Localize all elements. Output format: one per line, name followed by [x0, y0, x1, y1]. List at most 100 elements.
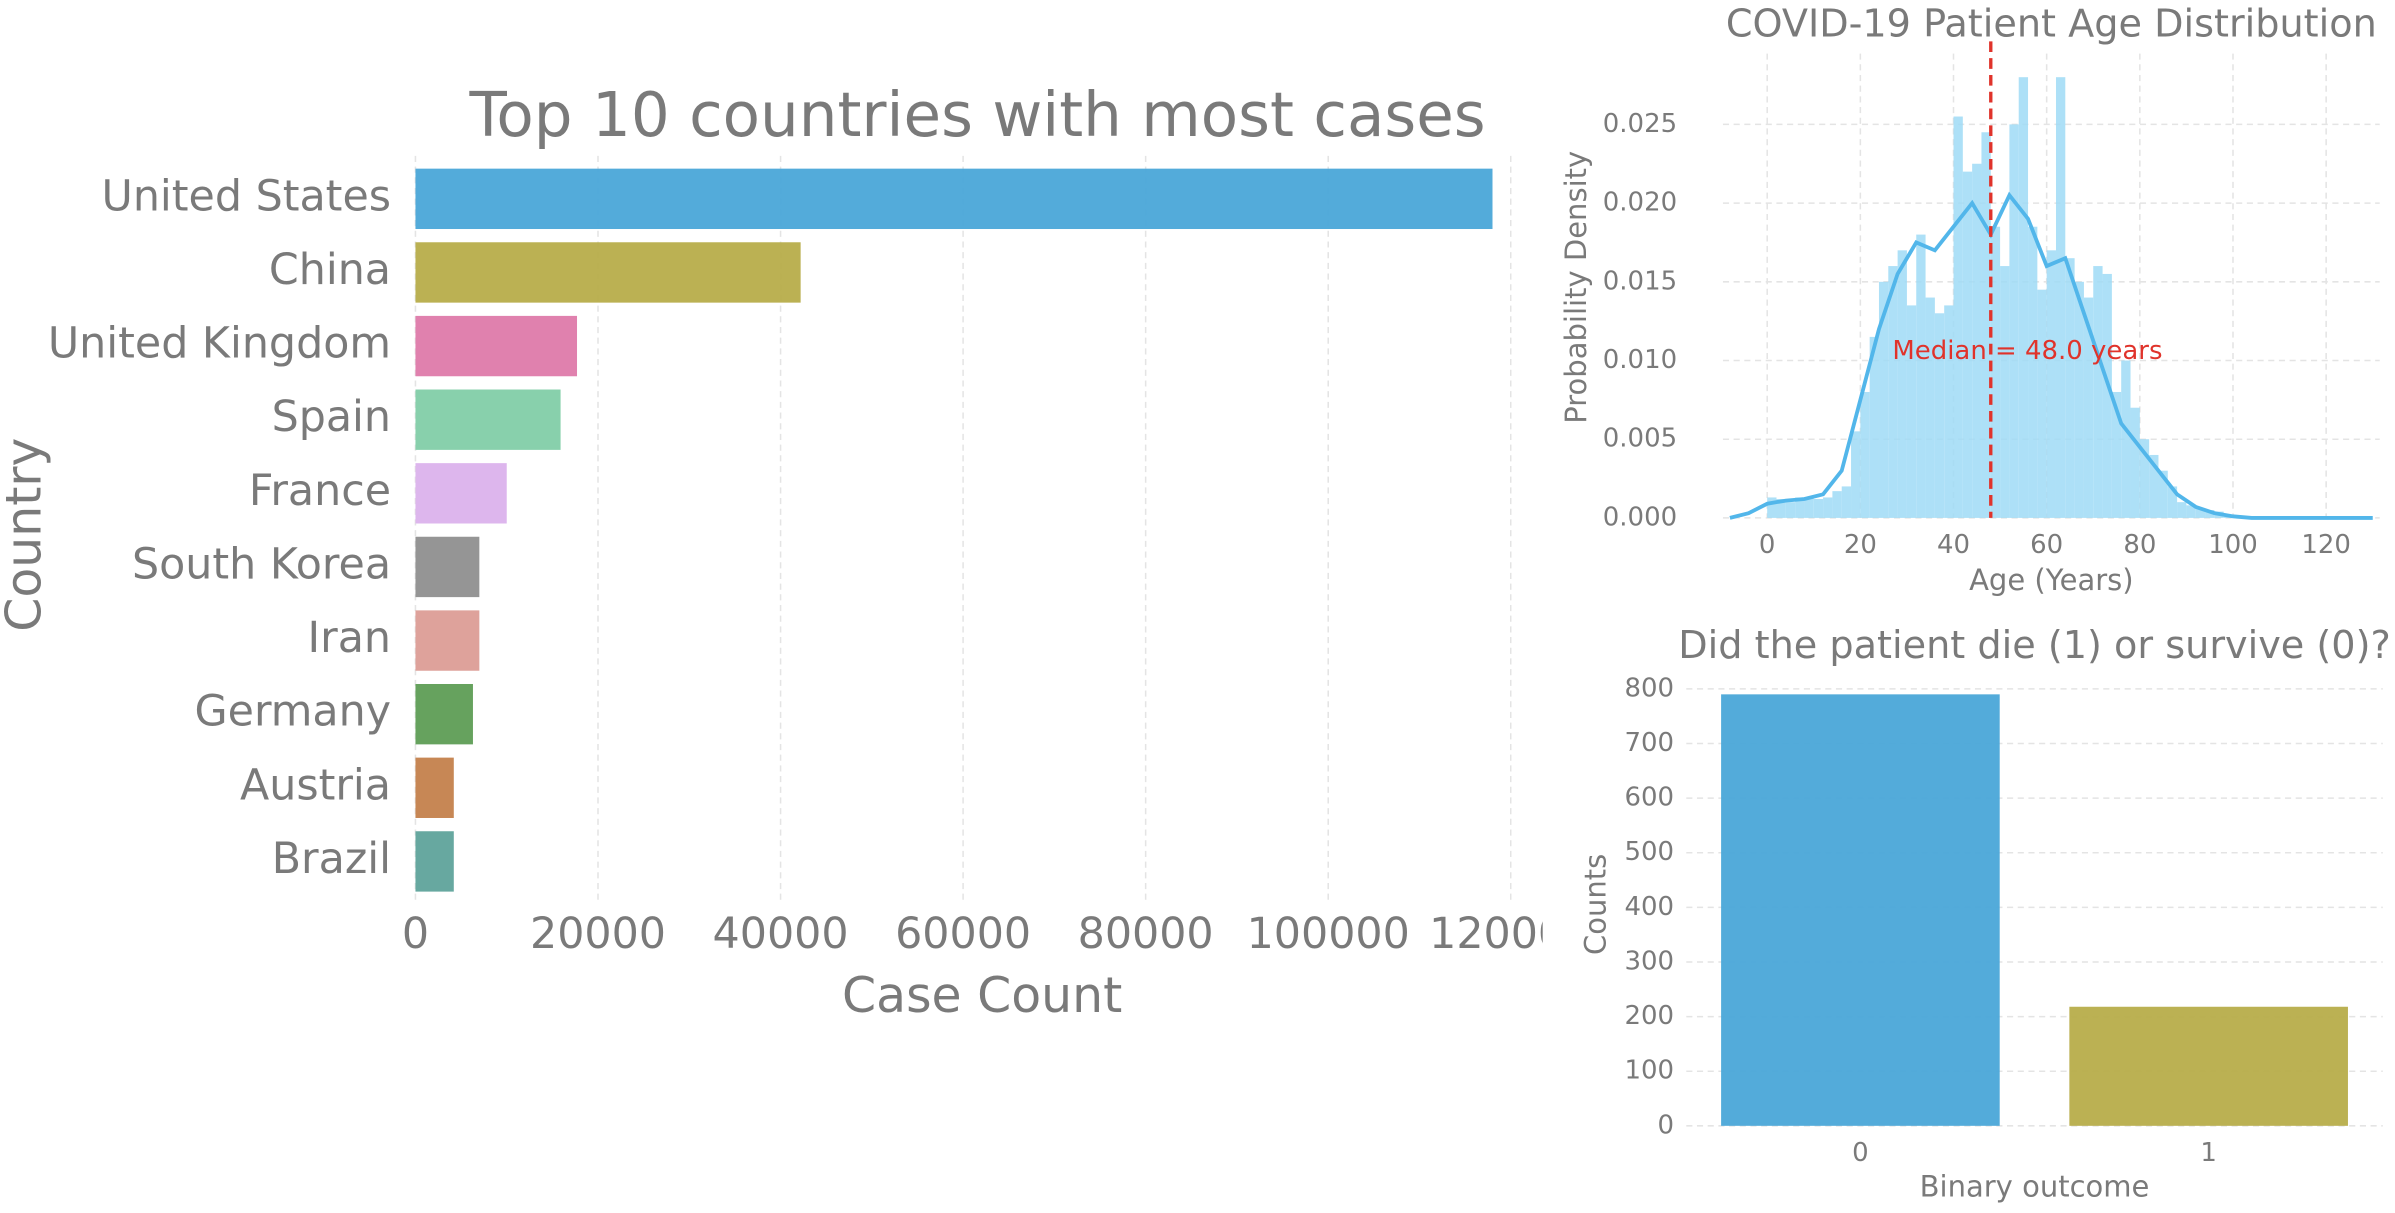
y-tick-label: China — [269, 245, 391, 295]
histogram-bar — [1813, 499, 1824, 518]
histogram-bar — [1981, 132, 1991, 518]
x-tick-label: 100000 — [1247, 909, 1410, 959]
histogram-bar — [2018, 77, 2029, 518]
bar — [2069, 1006, 2348, 1126]
y-tick-label: 600 — [1625, 783, 1675, 813]
histogram-bar — [2139, 439, 2150, 518]
y-tick-label: 100 — [1625, 1056, 1675, 1086]
x-tick-label: 80 — [2123, 530, 2156, 560]
y-tick-label: Iran — [308, 613, 391, 663]
histogram-bar — [2102, 273, 2112, 518]
x-tick-label: 80000 — [1078, 909, 1214, 959]
y-axis-label: Probability Density — [1559, 151, 1593, 424]
histogram-bar — [2046, 250, 2056, 518]
x-tick-label: 20000 — [530, 909, 666, 959]
y-tick-label: Brazil — [272, 834, 391, 884]
histogram-bar — [1944, 305, 1954, 518]
histogram-bar — [2177, 502, 2187, 518]
x-tick-label: 20 — [1844, 530, 1877, 560]
y-tick-label: South Korea — [132, 539, 391, 589]
histogram-bar — [2037, 289, 2047, 518]
bar — [415, 831, 454, 892]
y-tick-label: Germany — [195, 687, 392, 737]
histogram-bar — [1953, 116, 1963, 518]
y-tick-label: 800 — [1625, 673, 1675, 703]
y-tick-label: 300 — [1625, 946, 1675, 976]
histogram-bar — [2028, 226, 2038, 518]
y-tick-label: United Kingdom — [48, 319, 391, 369]
chart: 0 100 200 300 400 500 600 700 800 0 1 Did the patie… — [1579, 624, 2391, 1203]
histogram-bar — [1906, 305, 1917, 518]
chart-title: Did the patient die (1) or survive (0)? — [1678, 624, 2390, 668]
histogram-bar — [1795, 497, 1805, 518]
histogram-bar — [2111, 391, 2122, 518]
y-tick-label: United States — [102, 171, 391, 221]
x-tick-label: 60 — [2030, 530, 2063, 560]
x-axis-label: Binary outcome — [1920, 1169, 2150, 1203]
histogram-bar — [2195, 508, 2206, 518]
bar — [415, 463, 507, 524]
y-tick-label: France — [249, 466, 391, 516]
y-tick-label: 200 — [1625, 1001, 1675, 1031]
x-tick-label: 0 — [1759, 530, 1776, 560]
bar — [415, 757, 454, 818]
bar — [415, 536, 480, 598]
histogram-bar — [2065, 258, 2075, 518]
histogram-bar — [1888, 266, 1898, 518]
chart-title: Top 10 countries with most cases — [468, 80, 1485, 151]
x-tick-label: 40 — [1937, 530, 1970, 560]
histogram-bar — [2149, 454, 2159, 518]
histogram-bar — [1841, 486, 1852, 518]
median-annotation: Median = 48.0 years — [1892, 336, 2162, 366]
y-tick-label: 700 — [1625, 728, 1675, 758]
y-tick-label: Austria — [240, 760, 391, 810]
kde-line — [1729, 191, 2373, 520]
bar — [1721, 694, 2000, 1126]
histogram-bar — [2083, 297, 2094, 518]
y-tick-label: 0.015 — [1603, 266, 1677, 296]
x-tick-label: 1 — [2200, 1138, 2217, 1168]
x-tick-label: 0 — [402, 909, 429, 959]
y-tick-label: 0.010 — [1603, 345, 1677, 375]
bar — [415, 168, 1493, 230]
x-axis-label: Case Count — [842, 967, 1122, 1024]
x-tick-label: 0 — [1852, 1138, 1869, 1168]
histogram-bar — [2055, 77, 2066, 518]
histogram-bar — [2074, 281, 2084, 518]
histogram-bar — [1878, 281, 1889, 518]
histogram-bar — [1934, 313, 1945, 518]
histogram-bar — [2205, 510, 2215, 518]
histogram-bar — [1916, 234, 1926, 518]
histogram-bar — [2167, 486, 2178, 518]
y-tick-label: 500 — [1625, 837, 1675, 867]
chart-title: COVID-19 Patient Age Distribution — [1726, 3, 2377, 47]
histogram-bar — [1767, 497, 1777, 518]
histogram-bar — [2186, 505, 2196, 518]
x-tick-label: 120 — [2301, 530, 2351, 560]
histogram-bar — [1823, 497, 1833, 518]
y-tick-label: Spain — [272, 392, 391, 442]
histogram-bar — [1990, 226, 2001, 518]
histogram-bar — [2130, 407, 2140, 518]
bar — [415, 610, 480, 671]
bar — [415, 389, 561, 450]
histogram-bar — [1860, 391, 1870, 518]
x-tick-label: 40000 — [713, 909, 849, 959]
y-tick-label: 0.020 — [1603, 188, 1677, 218]
x-tick-label: 100 — [2208, 530, 2258, 560]
histogram-bar — [1962, 171, 1973, 518]
histogram-bar — [1972, 163, 1982, 518]
y-axis-label: Country — [0, 438, 52, 632]
histogram-bar — [2009, 124, 2019, 518]
y-tick-label: 0 — [1658, 1110, 1675, 1140]
histogram-bar — [2093, 266, 2103, 518]
histogram-bar — [1776, 499, 1786, 518]
bar — [415, 315, 578, 377]
y-tick-label: 0.005 — [1603, 424, 1677, 454]
y-tick-label: 0.000 — [1603, 502, 1677, 532]
histogram-bar — [1832, 491, 1842, 518]
x-tick-label: 120000 — [1429, 909, 1592, 959]
bar — [415, 683, 473, 745]
x-axis-label: Age (Years) — [1969, 563, 2134, 597]
